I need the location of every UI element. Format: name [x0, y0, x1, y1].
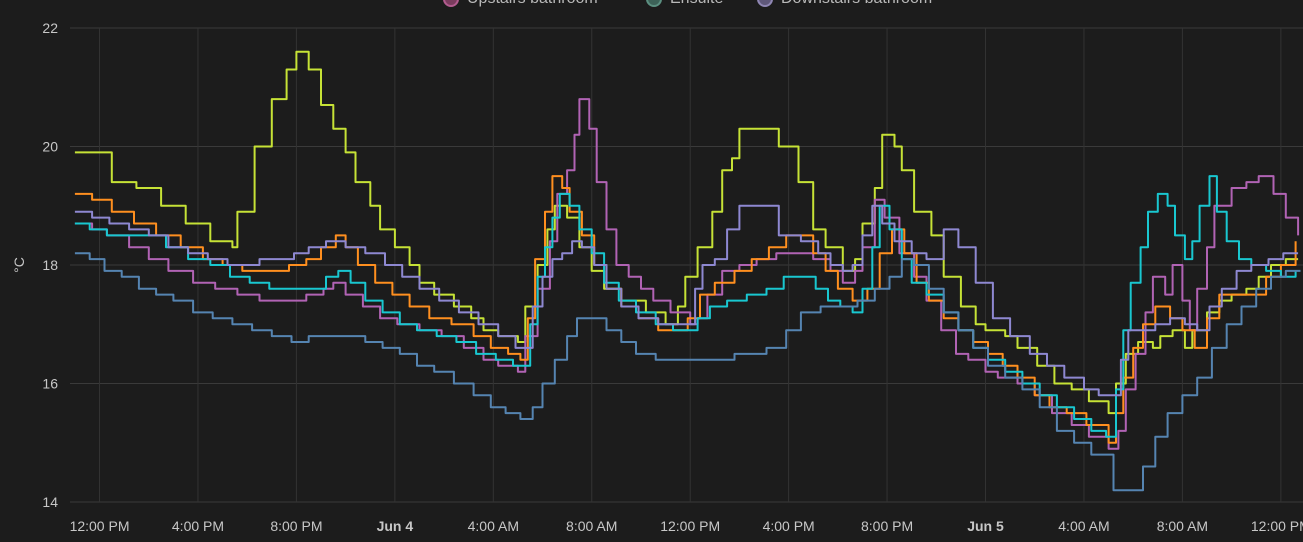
x-tick-label: Jun 5	[967, 518, 1004, 534]
series-lines	[74, 50, 1301, 492]
series-line-1[interactable]	[74, 98, 1300, 450]
legend-label: Ensuite	[670, 0, 723, 8]
y-tick-label: 18	[42, 257, 58, 273]
x-tick-label: 12:00 PM	[70, 518, 130, 534]
legend-label: Downstairs bathroom	[781, 0, 932, 8]
x-tick-label: 12:00 PM	[1251, 518, 1303, 534]
y-axis: 14 16 18 20 22	[42, 20, 58, 510]
y-tick-label: 22	[42, 20, 58, 36]
legend-label: Upstairs bathroom	[467, 0, 598, 8]
x-tick-label: 4:00 PM	[763, 518, 815, 534]
x-tick-label: Jun 4	[377, 518, 414, 534]
legend-dot-upstairs-bathroom	[443, 0, 459, 7]
legend-item-ensuite[interactable]: Ensuite	[646, 0, 723, 8]
y-tick-label: 16	[42, 376, 58, 392]
series-line-3[interactable]	[74, 175, 1297, 438]
x-tick-label: 4:00 PM	[172, 518, 224, 534]
x-tick-label: 4:00 AM	[1058, 518, 1109, 534]
series-line-2[interactable]	[74, 175, 1297, 444]
x-tick-label: 8:00 PM	[861, 518, 913, 534]
legend: Upstairs bathroom Ensuite Downstairs bat…	[0, 0, 1303, 10]
x-tick-label: 12:00 PM	[660, 518, 720, 534]
legend-dot-ensuite	[646, 0, 662, 7]
y-axis-label: °C	[11, 257, 27, 273]
series-line-5[interactable]	[74, 252, 1301, 492]
y-tick-label: 20	[42, 139, 58, 155]
x-tick-label: 4:00 AM	[468, 518, 519, 534]
x-tick-label: 8:00 PM	[270, 518, 322, 534]
legend-item-upstairs-bathroom[interactable]: Upstairs bathroom	[443, 0, 598, 8]
series-line-4[interactable]	[74, 204, 1299, 397]
x-tick-label: 8:00 AM	[566, 518, 617, 534]
legend-dot-downstairs-bathroom	[757, 0, 773, 7]
x-axis: 12:00 PM 4:00 PM 8:00 PM Jun 4 4:00 AM 8:00 A…	[70, 518, 1303, 534]
x-tick-label: 8:00 AM	[1157, 518, 1208, 534]
legend-item-downstairs-bathroom[interactable]: Downstairs bathroom	[757, 0, 932, 8]
y-tick-label: 14	[42, 494, 58, 510]
